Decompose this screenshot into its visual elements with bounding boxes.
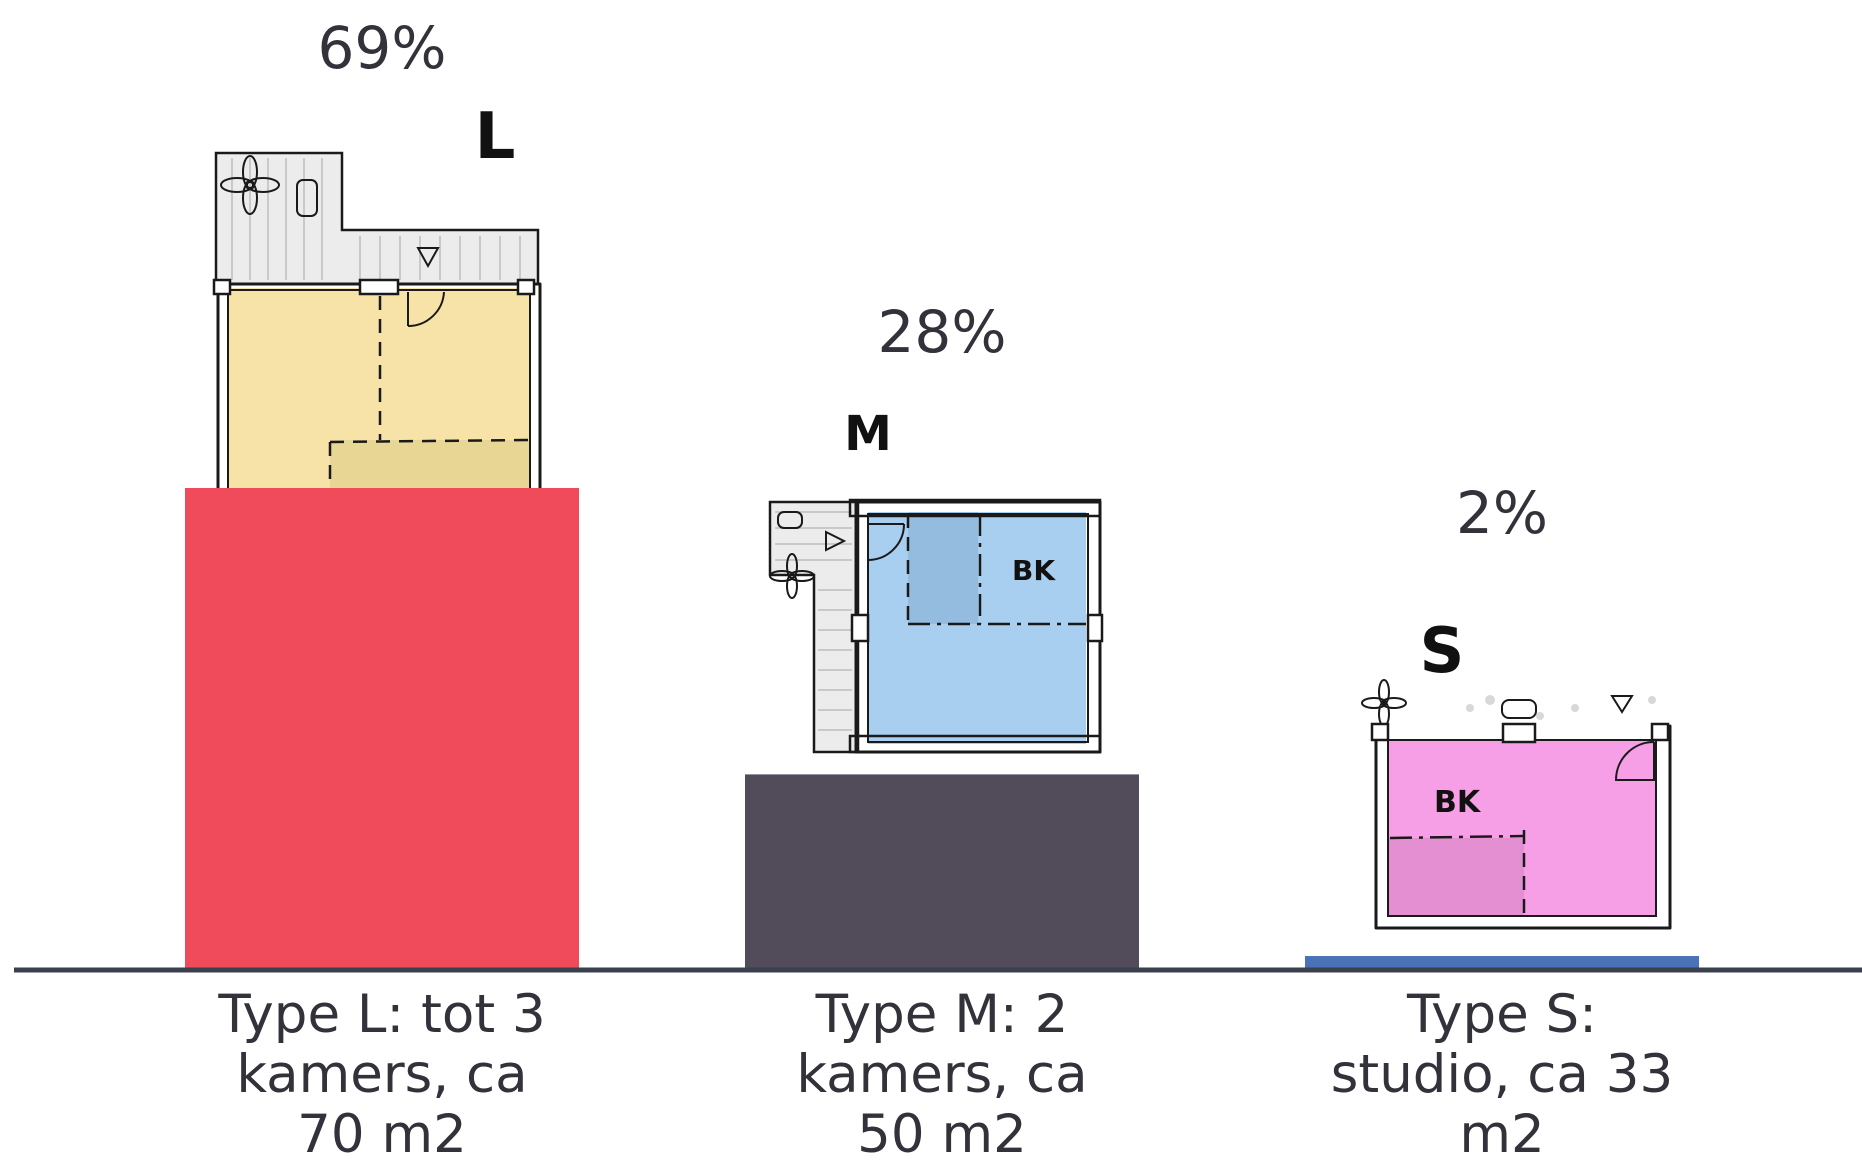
category-label-s-line-2: studio, ca 33 (1331, 1044, 1673, 1105)
category-label-m-line-2: kamers, ca (796, 1044, 1087, 1105)
category-label-s-line-1: Type S: (1406, 984, 1597, 1045)
type-letter-l: L (475, 100, 516, 174)
floor-plan-s-illustration: BK (1361, 679, 1672, 930)
category-label-l-line-2: kamers, ca (236, 1044, 527, 1105)
type-letter-s: S (1420, 614, 1465, 687)
category-label-m-line-1: Type M: 2 (815, 984, 1069, 1045)
plan-m-room-label: BK (1012, 554, 1056, 587)
floor-plan-l-illustration (212, 151, 542, 490)
bar-m (745, 774, 1139, 970)
category-label-l-line-3: 70 m2 (297, 1104, 467, 1163)
value-label-l: 69% (318, 14, 447, 82)
floor-plan-m-illustration: BK (768, 498, 1104, 754)
type-letter-m: M (844, 406, 892, 462)
category-label-l-line-1: Type L: tot 3 (217, 984, 545, 1045)
value-label-s: 2% (1456, 479, 1548, 547)
value-label-m: 28% (878, 298, 1007, 366)
plan-s-room-label: BK (1434, 785, 1482, 820)
bar-l (185, 488, 579, 970)
category-label-m-line-3: 50 m2 (857, 1104, 1027, 1163)
category-label-s-line-3: m2 (1459, 1104, 1544, 1163)
bar-s (1305, 956, 1699, 970)
